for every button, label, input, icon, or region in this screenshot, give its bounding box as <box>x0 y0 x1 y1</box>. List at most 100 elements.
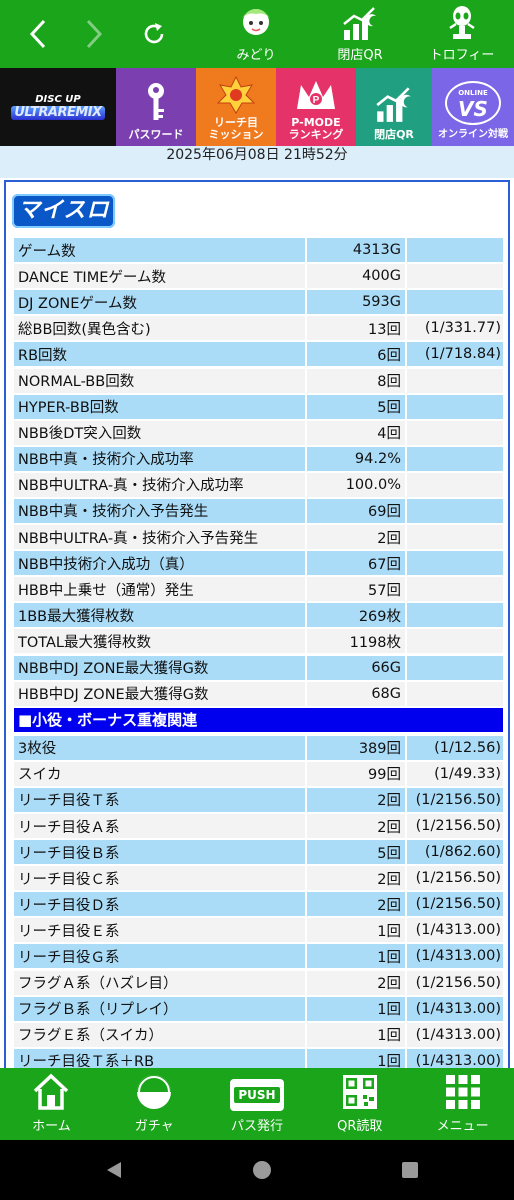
stats-rows: ゲーム数 4313G DANCE TIMEゲーム数 400G DJ ZONEゲーム数 59… <box>14 237 503 707</box>
row-probability <box>407 238 503 263</box>
table-row: フラグＢ系（リプレイ） 1回 (1/4313.00) <box>14 996 503 1022</box>
row-label: NBB中DJ ZONE最大獲得G数 <box>14 655 305 680</box>
row-probability <box>407 498 503 523</box>
row-probability <box>407 290 503 315</box>
online-battle-tile[interactable]: ONLINE VS オンライン対戦 <box>432 68 514 146</box>
svg-text:P: P <box>313 95 320 106</box>
row-label: RB回数 <box>14 342 305 367</box>
row-label: NBB中ULTRA-真・技術介入予告発生 <box>14 525 305 550</box>
tab-menu-label: メニュー <box>436 1119 489 1134</box>
row-value: 100.0% <box>307 472 405 497</box>
row-probability: (1/2156.50) <box>407 787 503 812</box>
tab-gacha-label: ガチャ <box>134 1119 174 1134</box>
table-row: フラグＥ系（スイカ） 1回 (1/4313.00) <box>14 1022 503 1048</box>
row-probability: (1/862.60) <box>407 840 503 865</box>
row-probability <box>407 681 503 706</box>
row-probability: (1/2156.50) <box>407 814 503 839</box>
mission-badge-icon <box>216 75 256 114</box>
back-button[interactable] <box>14 0 62 68</box>
row-probability: (1/4313.00) <box>407 944 503 969</box>
system-home-icon[interactable] <box>252 1160 272 1180</box>
top-navigation-bar: みどり 閉店QR トロフィー <box>0 0 514 68</box>
tab-gacha[interactable]: ガチャ <box>103 1068 206 1140</box>
row-value: 1回 <box>307 918 405 943</box>
table-row: HBB中DJ ZONE最大獲得G数 68G <box>14 681 503 707</box>
system-back-icon[interactable] <box>104 1160 124 1180</box>
table-row: NBB中DJ ZONE最大獲得G数 66G <box>14 655 503 681</box>
android-navigation-bar <box>0 1140 514 1200</box>
password-label: パスワード <box>128 128 184 141</box>
row-probability <box>407 577 503 602</box>
row-value: 2回 <box>307 525 405 550</box>
table-row: 3枚役 389回 (1/12.56) <box>14 735 503 761</box>
row-label: NBB中技術介入成功（真） <box>14 551 305 576</box>
row-label: NBB中真・技術介入成功率 <box>14 446 305 471</box>
row-label: 総BB回数(異色含む) <box>14 316 305 341</box>
row-value: 2回 <box>307 892 405 917</box>
row-value: 8回 <box>307 368 405 393</box>
row-label: リーチ目役Ｔ系＋RB <box>14 1048 305 1068</box>
row-value: 57回 <box>307 577 405 602</box>
closing-qr-tile[interactable]: 閉店QR <box>356 68 432 146</box>
row-value: 4313G <box>307 238 405 263</box>
row-label: リーチ目役Ｂ系 <box>14 840 305 865</box>
password-tile[interactable]: パスワード <box>116 68 196 146</box>
row-label: DJ ZONEゲーム数 <box>14 290 305 315</box>
chevron-left-icon <box>29 19 46 49</box>
row-probability <box>407 525 503 550</box>
system-recents-icon[interactable] <box>400 1160 420 1180</box>
tab-home[interactable]: ホーム <box>0 1068 103 1140</box>
vs-badge-icon: ONLINE VS <box>445 81 501 125</box>
trophy-nav-item[interactable]: トロフィー <box>414 4 510 66</box>
row-probability <box>407 394 503 419</box>
closing-qr-tile-label: 閉店QR <box>374 128 414 141</box>
discup-ultraremix-logo[interactable]: DISC UP ULTRAREMIX <box>0 68 116 146</box>
row-label: リーチ目役Ｄ系 <box>14 892 305 917</box>
row-value: 1回 <box>307 1022 405 1047</box>
data-datetime: 2025年06月08日 21時52分 <box>166 147 348 163</box>
table-row: DJ ZONEゲーム数 593G <box>14 289 503 315</box>
row-probability <box>407 264 503 289</box>
row-probability: (1/718.84) <box>407 342 503 367</box>
table-row: リーチ目役Ｅ系 1回 (1/4313.00) <box>14 917 503 943</box>
vs-badge-text: VS <box>458 97 488 121</box>
myslo-data-panel: マイスロ ゲーム数 4313G DANCE TIMEゲーム数 400G DJ ZONEゲ… <box>4 180 510 1068</box>
row-label: リーチ目役Ｅ系 <box>14 918 305 943</box>
row-probability <box>407 368 503 393</box>
midori-nav-item[interactable]: みどり <box>208 4 304 66</box>
row-probability <box>407 420 503 445</box>
tab-menu[interactable]: メニュー <box>411 1068 514 1140</box>
row-label: リーチ目役Ｇ系 <box>14 944 305 969</box>
midori-label: みどり <box>236 48 276 63</box>
row-value: 13回 <box>307 316 405 341</box>
tab-pass-issue[interactable]: PUSH パス発行 <box>206 1068 309 1140</box>
row-probability: (1/4313.00) <box>407 1022 503 1047</box>
mission-label-1: リーチ目 <box>214 116 258 129</box>
feature-banner-strip: DISC UP ULTRAREMIX パスワード リーチ目 ミッション P P-… <box>0 68 514 146</box>
reach-mission-tile[interactable]: リーチ目 ミッション <box>196 68 276 146</box>
table-row: NORMAL-BB回数 8回 <box>14 367 503 393</box>
table-row: フラグＡ系（ハズレ目） 2回 (1/2156.50) <box>14 970 503 996</box>
table-row: HBB中上乗せ（通常）発生 57回 <box>14 576 503 602</box>
row-label: フラグＡ系（ハズレ目） <box>14 970 305 995</box>
pmode-label-1: P-MODE <box>291 116 341 129</box>
forward-button[interactable] <box>70 0 118 68</box>
midori-character-icon <box>242 9 270 35</box>
reload-button[interactable] <box>130 0 178 68</box>
tab-qr-scan[interactable]: QR読取 <box>308 1068 411 1140</box>
pmode-ranking-tile[interactable]: P P-MODE ランキング <box>276 68 356 146</box>
row-value: 6回 <box>307 342 405 367</box>
row-label: リーチ目役Ａ系 <box>14 814 305 839</box>
table-row: NBB中技術介入成功（真） 67回 <box>14 550 503 576</box>
logo-bottom-text: ULTRAREMIX <box>11 106 105 120</box>
row-probability <box>407 603 503 628</box>
row-probability: (1/2156.50) <box>407 970 503 995</box>
row-label: TOTAL最大獲得枚数 <box>14 629 305 654</box>
table-row: NBB中ULTRA-真・技術介入成功率 100.0% <box>14 472 503 498</box>
row-label: HBB中上乗せ（通常）発生 <box>14 577 305 602</box>
closing-qr-nav-item[interactable]: 閉店QR <box>312 4 408 66</box>
row-value: 4回 <box>307 420 405 445</box>
row-probability: (1/49.33) <box>407 761 503 786</box>
qr-code-icon <box>342 1075 377 1109</box>
row-label: NORMAL-BB回数 <box>14 368 305 393</box>
